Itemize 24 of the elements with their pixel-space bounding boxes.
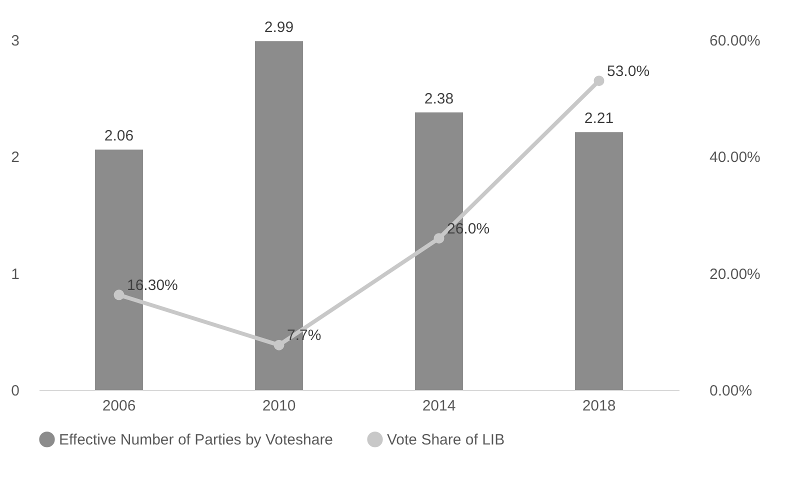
x-tick-label: 2006 xyxy=(102,398,136,414)
data-label: 2.38 xyxy=(424,90,454,108)
y-tick-label: 1 xyxy=(11,266,20,283)
y2-tick-label: 60.00% xyxy=(710,32,760,50)
y-tick-label: 2 xyxy=(11,149,20,166)
data-label: 2.99 xyxy=(264,19,294,36)
point xyxy=(594,76,604,86)
y2-tick-label: 40.00% xyxy=(710,149,760,166)
data-label: 2.21 xyxy=(584,110,614,128)
x-tick-label: 2010 xyxy=(262,398,296,414)
y2-tick-label: 0.00% xyxy=(710,382,752,400)
legend-label: Vote Share of LIB xyxy=(387,431,505,448)
data-label: 2.06 xyxy=(104,128,134,145)
y-tick-label: 0 xyxy=(11,382,20,400)
point xyxy=(114,290,124,300)
point xyxy=(434,233,444,244)
point xyxy=(274,340,284,350)
bar xyxy=(575,132,623,390)
y2-tick-label: 20.00% xyxy=(710,266,760,283)
x-tick-label: 2014 xyxy=(422,398,456,414)
data-label: 53.0% xyxy=(607,62,650,80)
legend-label: Effective Number of Parties by Voteshare xyxy=(59,431,334,448)
x-tick-label: 2018 xyxy=(582,398,616,414)
y-tick-label: 3 xyxy=(11,32,20,50)
